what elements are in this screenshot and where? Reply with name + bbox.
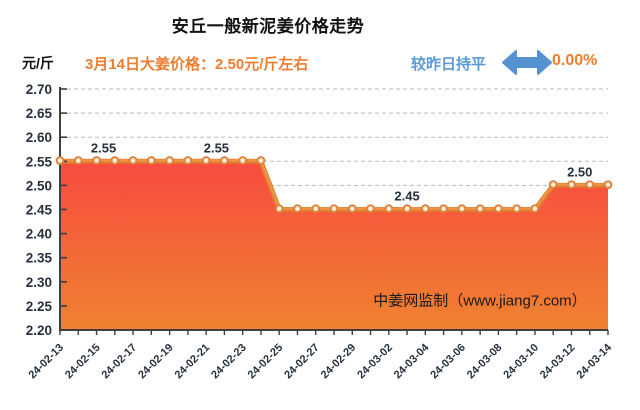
y-axis-ticks: 2.20 2.25 2.30 2.35 2.40 2.45 2.50 2.55 2.60 2.65… — [26, 82, 67, 338]
data-point-marker — [55, 156, 65, 165]
point-value-labels: 2.55 2.55 2.45 2.50 — [91, 140, 593, 203]
x-axis-ticks: 24-02-1324-02-1524-02-1724-02-1924-02-21… — [26, 330, 615, 382]
data-point-marker — [256, 156, 266, 165]
x-tick-label: 24-02-15 — [63, 342, 103, 382]
y-tick-label: 2.60 — [26, 130, 52, 145]
data-point-marker — [73, 156, 83, 165]
x-tick-label: 24-02-17 — [100, 342, 140, 382]
data-point-marker — [220, 156, 229, 165]
x-tick-label: 24-02-25 — [246, 342, 286, 382]
data-point-marker — [311, 204, 321, 214]
x-tick-label: 24-03-08 — [465, 342, 505, 382]
y-tick-label: 2.30 — [26, 275, 52, 290]
data-point-marker — [402, 204, 412, 214]
data-point-marker — [603, 180, 613, 190]
point-value-label: 2.45 — [394, 189, 419, 204]
x-tick-label: 24-03-14 — [574, 341, 614, 381]
x-tick-label: 24-03-02 — [355, 342, 395, 382]
y-tick-label: 2.50 — [26, 178, 52, 193]
x-tick-label: 24-03-10 — [501, 342, 541, 382]
data-point-marker — [512, 204, 522, 214]
x-tick-label: 24-02-19 — [136, 342, 176, 382]
data-point-marker — [329, 204, 339, 214]
x-tick-label: 24-02-29 — [319, 342, 359, 382]
data-point-marker — [439, 204, 449, 214]
data-point-marker — [165, 156, 175, 165]
y-tick-label: 2.45 — [26, 203, 53, 218]
y-tick-label: 2.20 — [26, 323, 52, 338]
trend-label: 较昨日持平 — [411, 56, 487, 73]
y-tick-label: 2.65 — [26, 106, 53, 121]
left-right-arrow-icon — [502, 50, 552, 75]
x-tick-label: 24-02-21 — [173, 342, 213, 382]
y-tick-label: 2.55 — [26, 154, 53, 169]
data-point-markers — [55, 156, 613, 214]
point-value-label: 2.55 — [204, 140, 229, 155]
data-point-marker — [92, 156, 101, 165]
price-subtitle: 3月14日大姜价格：2.50元/斤左右 — [85, 56, 309, 73]
data-point-marker — [201, 156, 211, 165]
data-point-marker — [274, 204, 284, 214]
data-point-marker — [183, 156, 193, 165]
data-point-marker — [585, 180, 595, 190]
data-point-marker — [238, 156, 248, 165]
data-point-marker — [128, 156, 138, 165]
data-point-marker — [494, 204, 503, 214]
point-value-label: 2.55 — [91, 140, 116, 155]
x-tick-label: 24-02-27 — [282, 342, 322, 382]
y-tick-label: 2.25 — [26, 299, 53, 314]
y-axis-unit-label: 元/斤 — [22, 55, 54, 71]
data-point-marker — [293, 204, 302, 214]
area-fill — [60, 161, 608, 330]
x-tick-label: 24-03-04 — [392, 341, 432, 381]
data-point-marker — [420, 204, 430, 214]
data-point-marker — [110, 156, 120, 165]
x-tick-label: 24-03-12 — [538, 342, 578, 382]
data-point-marker — [475, 204, 485, 214]
trend-percent: 0.00% — [552, 52, 598, 69]
y-tick-label: 2.35 — [26, 251, 53, 266]
y-tick-label: 2.40 — [26, 227, 52, 242]
data-point-marker — [146, 156, 156, 165]
data-point-marker — [347, 204, 357, 214]
chart-title: 安丘一般新泥姜价格走势 — [171, 17, 365, 36]
data-point-marker — [457, 204, 467, 214]
data-point-marker — [548, 180, 558, 190]
x-tick-label: 24-02-13 — [26, 342, 66, 382]
x-tick-label: 24-03-06 — [428, 342, 468, 382]
data-point-marker — [366, 204, 375, 214]
data-point-marker — [384, 204, 394, 214]
point-value-label: 2.50 — [567, 164, 592, 179]
watermark: 中姜网监制（www.jiang7.com） — [373, 292, 587, 310]
y-tick-label: 2.70 — [26, 82, 52, 97]
x-tick-label: 24-02-23 — [209, 342, 249, 382]
data-point-marker — [567, 180, 576, 190]
data-point-marker — [530, 204, 540, 214]
